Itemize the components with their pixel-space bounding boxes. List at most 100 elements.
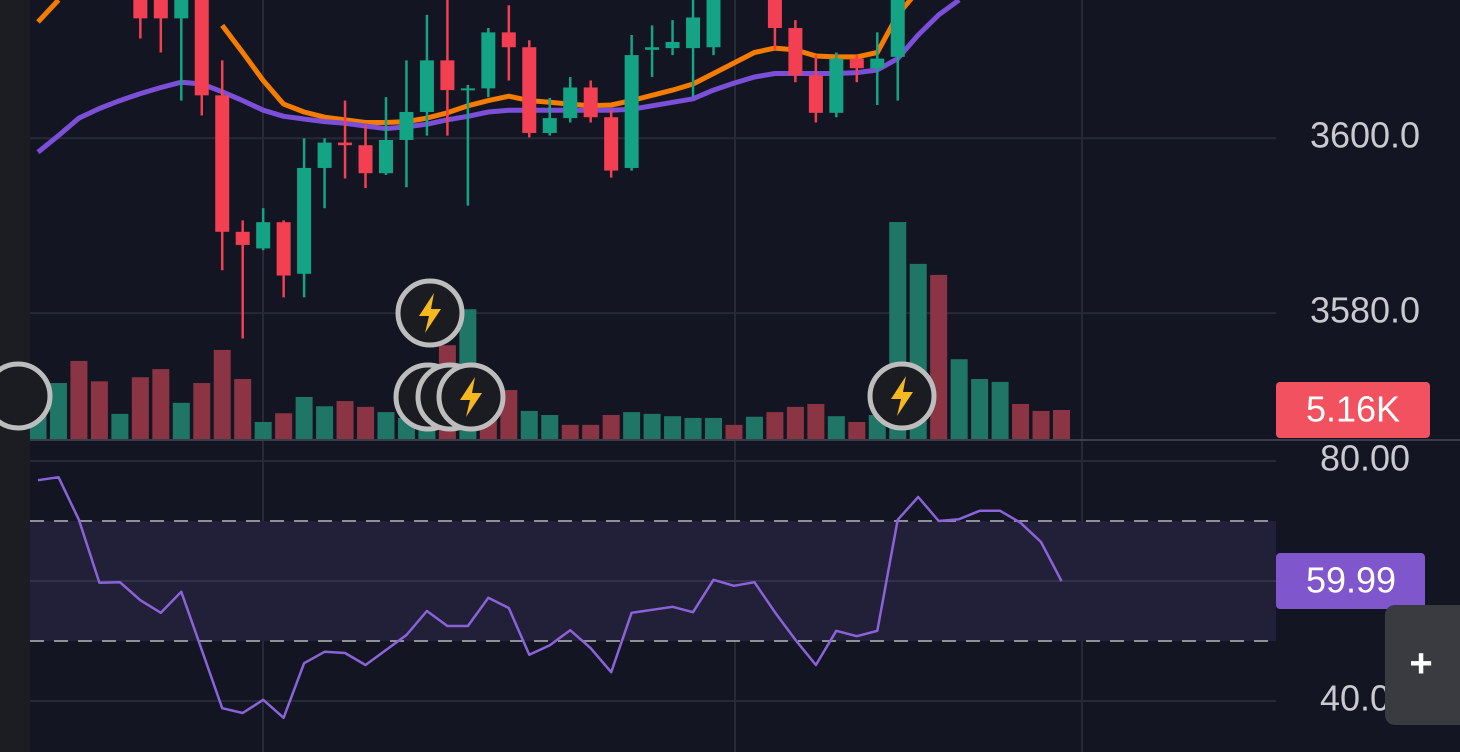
candle-body: [706, 0, 721, 48]
volume-bar: [295, 396, 313, 440]
zoom-button-bg[interactable]: [1385, 605, 1460, 725]
volume-bar: [70, 360, 88, 440]
volume-bar: [541, 415, 559, 440]
volume-bar: [111, 413, 129, 440]
candle-body: [645, 47, 660, 50]
rsi-line: [37, 475, 1063, 720]
volume-bar: [745, 416, 763, 440]
value-badge-label: 59.99: [1306, 560, 1396, 601]
volume-bar: [520, 410, 538, 440]
candle-body: [133, 0, 148, 19]
volume-bar: [254, 421, 272, 440]
volume-bar: [684, 417, 702, 440]
volume-bar: [377, 412, 395, 440]
candle-body: [153, 0, 168, 19]
candle-body: [358, 145, 373, 174]
candle-body: [481, 32, 496, 89]
volume-bar: [193, 383, 211, 440]
candle-body: [399, 111, 414, 140]
volume-bar: [950, 359, 968, 440]
moving-average-line: [36, 0, 961, 155]
value-badge: [1276, 553, 1425, 610]
candle-body: [276, 222, 291, 276]
candle-body: [338, 142, 353, 146]
volume-bar: [1032, 410, 1050, 440]
volume-bar: [234, 378, 252, 440]
volume-bar: [172, 402, 190, 440]
candle-body: [624, 55, 639, 168]
candle-body: [378, 139, 393, 174]
candle-body: [563, 87, 578, 119]
event-icon[interactable]: [867, 361, 937, 431]
volume-bar: [623, 412, 641, 440]
candle-body: [604, 117, 619, 171]
event-icon: [0, 361, 53, 431]
candle-body: [849, 58, 864, 69]
grid: [30, 137, 1276, 702]
volume-bar: [316, 406, 334, 440]
volume-bar: [582, 424, 600, 440]
candle-body: [194, 0, 209, 96]
zoom-button-label[interactable]: +: [1409, 642, 1432, 686]
y-tick-label: 80.00: [1320, 438, 1410, 479]
volume-bar: [664, 416, 682, 440]
volume-bar: [725, 424, 743, 440]
value-badge-label: 5.16K: [1306, 389, 1400, 430]
candle-body: [542, 118, 557, 133]
candle-body: [317, 142, 332, 168]
volume-bar: [848, 421, 866, 440]
candle-body: [235, 231, 250, 245]
candle-body: [808, 75, 823, 113]
candle-body: [174, 0, 189, 19]
candle-body: [256, 222, 271, 249]
volume-bar: [643, 413, 661, 440]
candle-body: [870, 58, 885, 69]
volume-bar: [275, 413, 293, 440]
volume-bar: [827, 416, 845, 440]
zoom-button[interactable]: +: [1385, 605, 1460, 725]
candle-body: [440, 60, 455, 91]
volume-bar: [213, 349, 231, 440]
volume-bar: [1012, 403, 1030, 440]
volume-bar: [336, 401, 354, 440]
volume-bar: [991, 381, 1009, 440]
volume-bar: [131, 377, 149, 440]
volume-bar: [705, 417, 723, 440]
volume-bar: [930, 274, 948, 440]
y-tick-label: 3580.0: [1310, 290, 1420, 331]
candle-body: [767, 0, 782, 28]
volume-bar: [786, 406, 804, 440]
volume-bar: [90, 381, 108, 440]
volume-bar: [807, 403, 825, 440]
candle-body: [501, 32, 516, 48]
candle-body: [419, 60, 434, 112]
candle-body: [460, 88, 475, 91]
candle-body: [665, 41, 680, 49]
rsi: [30, 475, 1276, 720]
volume-bar: [49, 383, 67, 440]
event-icon[interactable]: [395, 278, 465, 348]
candle-body: [788, 27, 803, 76]
volume-bar: [561, 424, 579, 440]
volume-bar: [602, 415, 620, 440]
price: [36, 0, 961, 339]
candle-body: [522, 47, 537, 133]
event-icons: [0, 278, 937, 432]
volume-bar: [357, 406, 375, 440]
candle-body: [215, 95, 230, 232]
event-icon[interactable]: [436, 362, 506, 432]
candle-body: [890, 0, 905, 57]
candle-body: [829, 58, 844, 113]
candle-body: [583, 87, 598, 118]
volume-bar: [1053, 410, 1070, 440]
value-badge: [1276, 382, 1430, 439]
volume-bar: [766, 412, 784, 440]
candle-body: [686, 17, 701, 49]
volume-bar: [971, 378, 989, 440]
y-tick-label: 3600.0: [1310, 115, 1420, 156]
candle-body: [297, 167, 312, 274]
volume-bar: [152, 369, 170, 440]
